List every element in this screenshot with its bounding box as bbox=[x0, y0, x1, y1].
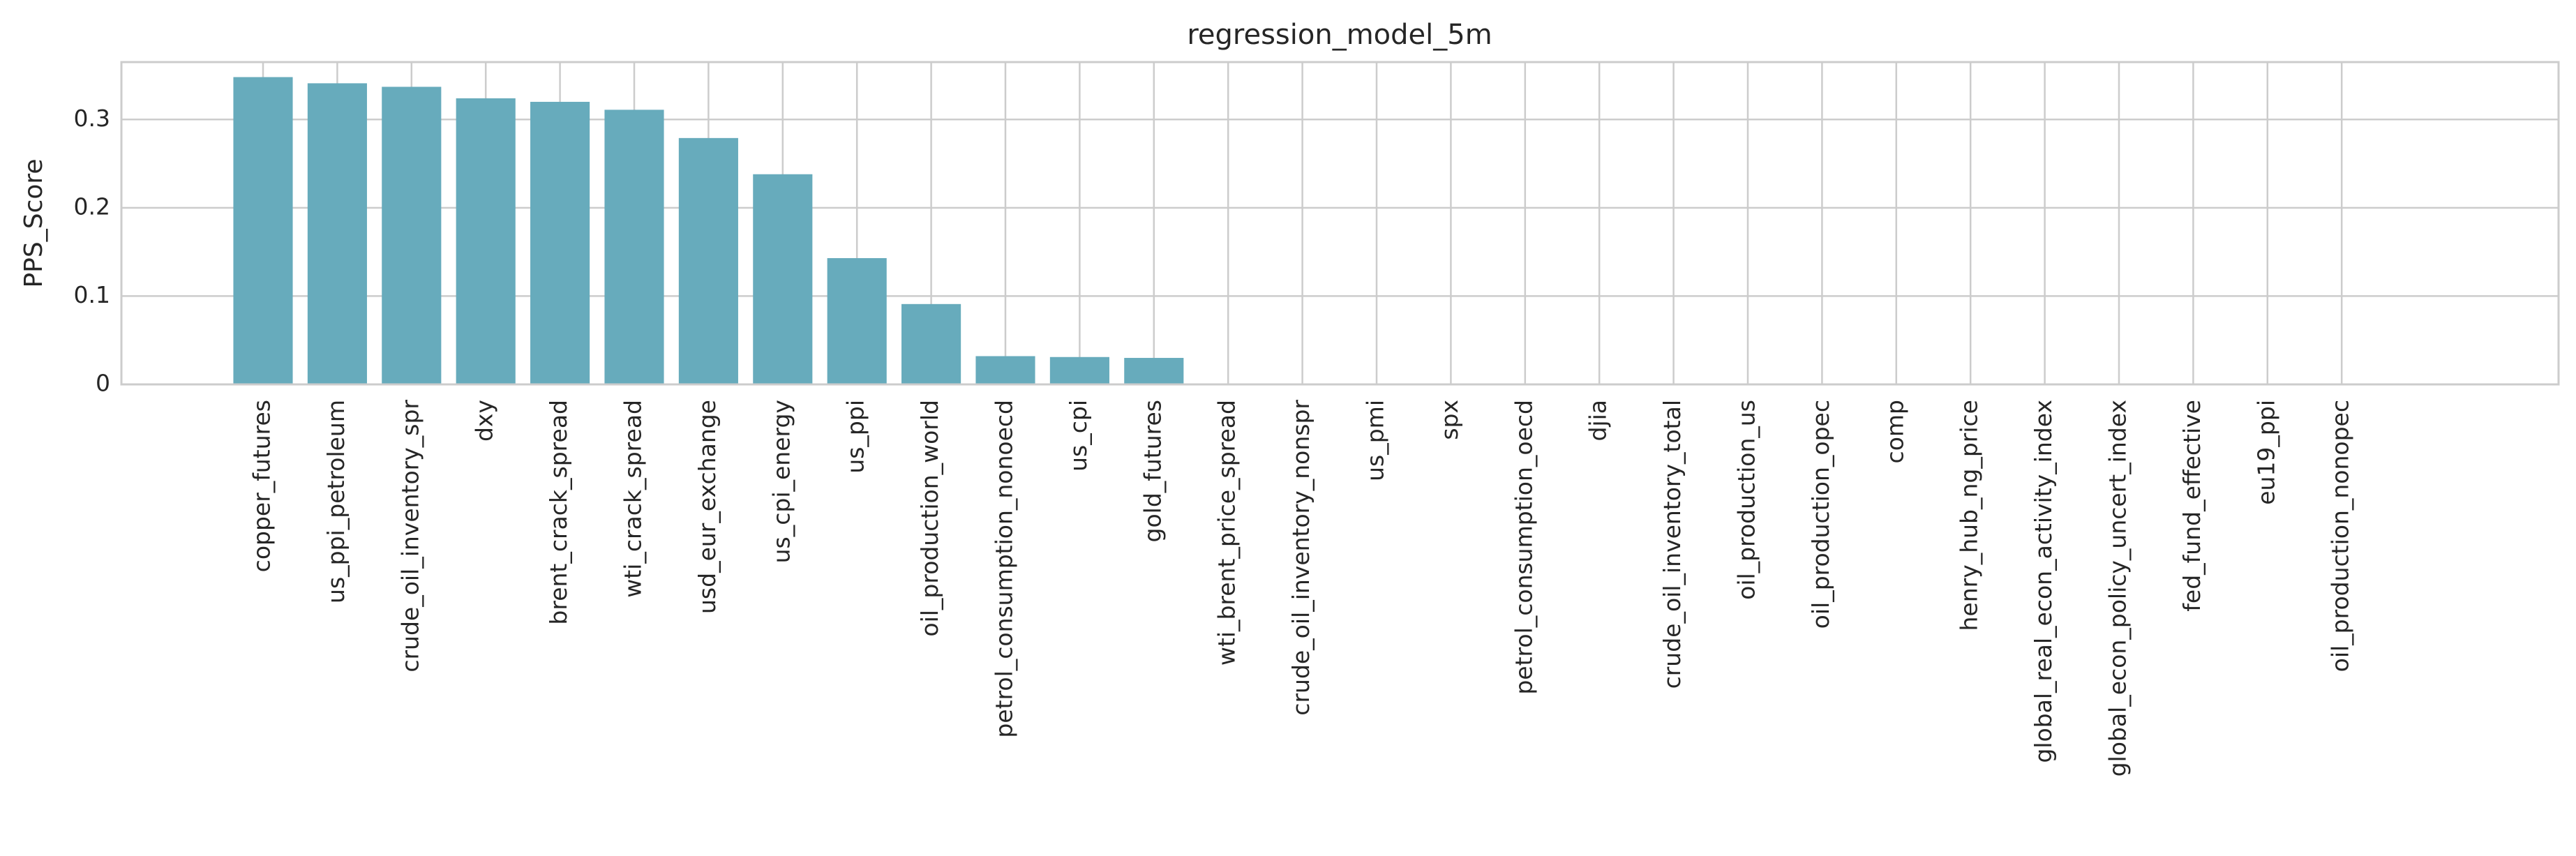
x-tick-label: us_cpi bbox=[1065, 400, 1092, 472]
x-tick-label: oil_production_world bbox=[916, 400, 943, 637]
chart-title: regression_model_5m bbox=[1187, 19, 1492, 51]
x-tick-label: petrol_consumption_oecd bbox=[1510, 400, 1537, 695]
x-tick-label: eu19_ppi bbox=[2252, 400, 2279, 505]
x-tick-label: us_ppi bbox=[842, 400, 869, 474]
x-tick-label: dxy bbox=[471, 400, 498, 442]
x-tick-label: us_cpi_energy bbox=[767, 400, 795, 563]
x-tick-label: us_ppi_petroleum bbox=[322, 400, 350, 603]
bar bbox=[382, 87, 442, 384]
bar bbox=[530, 101, 590, 384]
x-tick-label: crude_oil_inventory_spr bbox=[396, 400, 424, 673]
y-tick-label: 0.1 bbox=[74, 281, 110, 308]
bar bbox=[1049, 356, 1109, 384]
x-tick-label: crude_oil_inventory_total bbox=[1658, 400, 1686, 689]
x-tick-label: petrol_consumption_nonoecd bbox=[991, 400, 1018, 738]
x-tick-label: brent_crack_spread bbox=[545, 400, 572, 625]
bar bbox=[753, 174, 813, 385]
bar bbox=[307, 83, 367, 384]
x-tick-label: djia bbox=[1585, 400, 1612, 442]
x-tick-label: crude_oil_inventory_nonspr bbox=[1287, 400, 1315, 716]
x-tick-label: fed_fund_effective bbox=[2178, 400, 2206, 612]
x-tick-label: wti_brent_price_spread bbox=[1213, 400, 1241, 666]
y-axis-label: PPS_Score bbox=[20, 158, 48, 287]
bar bbox=[901, 303, 961, 384]
x-tick-label: global_real_econ_activity_index bbox=[2030, 400, 2057, 763]
x-tick-label: oil_production_nonopec bbox=[2327, 400, 2354, 672]
x-tick-label: copper_futures bbox=[248, 400, 276, 572]
y-tick-label: 0.3 bbox=[74, 105, 110, 132]
x-tick-label: gold_futures bbox=[1139, 400, 1166, 542]
x-tick-label: usd_eur_exchange bbox=[694, 400, 721, 614]
y-tick-label: 0 bbox=[96, 370, 110, 397]
x-tick-label: henry_hub_ng_price bbox=[1956, 400, 1983, 631]
x-tick-label: us_pmi bbox=[1362, 400, 1389, 481]
x-tick-label: oil_production_opec bbox=[1807, 400, 1834, 629]
x-tick-label: wti_crack_spread bbox=[620, 400, 647, 598]
x-tick-label: spx bbox=[1436, 400, 1463, 440]
x-tick-label: oil_production_us bbox=[1733, 400, 1760, 600]
bar bbox=[678, 137, 738, 384]
bar bbox=[975, 356, 1035, 384]
x-tick-label: global_econ_policy_uncert_index bbox=[2104, 400, 2132, 776]
y-tick-label: 0.2 bbox=[74, 193, 110, 220]
axes-frame bbox=[120, 61, 2560, 386]
bar bbox=[827, 257, 887, 384]
bar bbox=[1124, 358, 1184, 384]
x-tick-label: comp bbox=[1881, 400, 1908, 463]
bar bbox=[233, 77, 293, 384]
bar bbox=[456, 98, 516, 385]
bar bbox=[604, 110, 664, 384]
